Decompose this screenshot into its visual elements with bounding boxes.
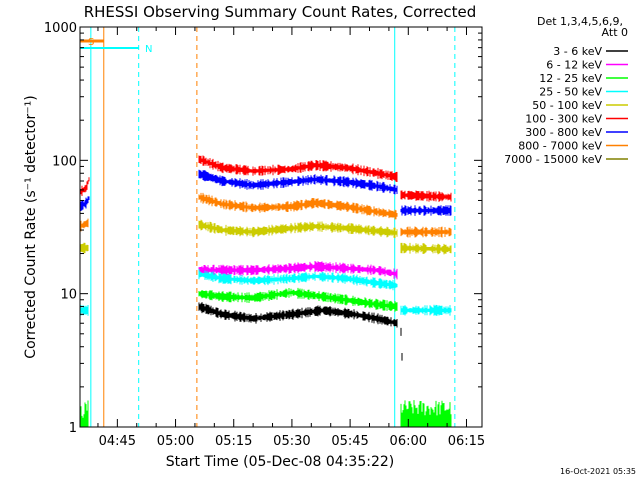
legend-label: 12 - 25 keV bbox=[539, 72, 602, 85]
legend-header-line: Att 0 bbox=[602, 26, 628, 39]
axes: 1 10 100 1000 04:45 05:00 05:15 05:30 05:45 06:00… bbox=[44, 21, 485, 449]
legend-label: 300 - 800 keV bbox=[525, 126, 602, 139]
plot-frame bbox=[79, 26, 483, 428]
series-3-6-trace bbox=[400, 327, 403, 361]
series-800-7000-trace bbox=[198, 192, 398, 220]
footer-date: 16-Oct-2021 05:35 bbox=[560, 467, 636, 476]
series-50-100-trace bbox=[400, 242, 452, 255]
series-100-300-trace bbox=[400, 190, 452, 202]
legend-header-line: Det 1,3,4,5,6,9, bbox=[537, 15, 623, 28]
series-25-50-trace bbox=[400, 304, 452, 316]
series-12-25-trace bbox=[400, 400, 452, 427]
legend-label: 100 - 300 keV bbox=[525, 113, 602, 126]
series-800-7000-trace bbox=[400, 226, 452, 238]
flag-label: S bbox=[88, 37, 94, 48]
series-300-800-trace bbox=[80, 196, 90, 211]
x-tick-label: 04:45 bbox=[99, 434, 136, 449]
series-100-300-trace bbox=[198, 155, 398, 182]
x-tick-label: 06:15 bbox=[448, 434, 485, 449]
series-3-6-trace bbox=[198, 302, 398, 328]
series-800-7000-trace bbox=[80, 218, 89, 232]
x-tick-label: 05:45 bbox=[331, 434, 368, 449]
series-300-800-trace bbox=[400, 205, 452, 216]
y-tick-label: 1000 bbox=[44, 21, 77, 36]
y-tick-label: 10 bbox=[60, 288, 77, 303]
y-axis-label: Corrected Count Rate (s⁻¹ detector⁻¹) bbox=[23, 95, 39, 358]
series-12-25-trace bbox=[198, 287, 398, 312]
legend-label: 50 - 100 keV bbox=[532, 99, 602, 112]
legend-label: 3 - 6 keV bbox=[553, 45, 602, 58]
x-tick-label: 05:30 bbox=[273, 434, 310, 449]
legend-label: 7000 - 15000 keV bbox=[504, 153, 602, 166]
series-100-300-trace bbox=[80, 177, 90, 196]
legend-label: 25 - 50 keV bbox=[539, 86, 602, 99]
legend-label: 6 - 12 keV bbox=[546, 59, 602, 72]
chart-title: RHESSI Observing Summary Count Rates, Co… bbox=[84, 3, 477, 21]
series-50-100-trace bbox=[198, 219, 398, 239]
x-tick-label: 06:00 bbox=[390, 434, 427, 449]
plot-area: SN bbox=[79, 27, 456, 427]
series-12-25-trace bbox=[80, 400, 89, 427]
y-tick-label: 1 bbox=[69, 421, 77, 436]
x-tick-label: 05:15 bbox=[215, 434, 252, 449]
series-300-800-trace bbox=[198, 169, 398, 195]
y-tick-label: 100 bbox=[52, 154, 77, 169]
legend-label: 800 - 7000 keV bbox=[518, 140, 602, 153]
x-tick-label: 05:00 bbox=[157, 434, 194, 449]
flag-label: N bbox=[145, 44, 152, 55]
x-axis-label: Start Time (05-Dec-08 04:35:22) bbox=[166, 454, 394, 470]
series-50-100-trace bbox=[80, 242, 89, 254]
series-25-50-trace bbox=[198, 269, 398, 291]
series-25-50-trace bbox=[80, 305, 89, 316]
